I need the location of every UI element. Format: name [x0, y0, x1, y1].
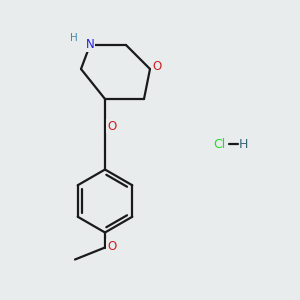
Text: O: O [107, 239, 116, 253]
Text: O: O [152, 59, 161, 73]
Text: Cl: Cl [213, 137, 225, 151]
Text: H: H [70, 33, 77, 43]
Text: H: H [238, 137, 248, 151]
Text: O: O [107, 119, 116, 133]
Text: N: N [85, 38, 94, 52]
